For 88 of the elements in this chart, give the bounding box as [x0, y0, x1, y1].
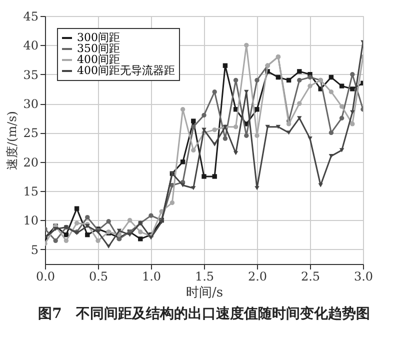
point: [254, 133, 260, 138]
x-tick-label: 1.0: [142, 270, 162, 284]
point: [202, 112, 206, 118]
y-tick-label: 5: [30, 242, 38, 257]
point: [318, 183, 323, 188]
x-axis-title: 时间/s: [186, 286, 224, 300]
point: [191, 124, 196, 130]
legend-label: 400间距无导流器距: [77, 64, 175, 77]
caption: 图7 不同间距及结构的出口速度值随时间变化趋势图: [38, 305, 370, 322]
y-tick-label: 30: [23, 97, 38, 112]
legend-label: 300间距: [77, 31, 120, 44]
x-tick-label: 1.5: [194, 270, 214, 284]
point: [191, 186, 196, 190]
point: [191, 118, 196, 124]
point: [308, 74, 312, 80]
x-tick-label: 2.5: [300, 270, 320, 284]
y-tick-label: 45: [23, 10, 38, 24]
point: [276, 124, 281, 129]
point: [308, 136, 312, 141]
point: [350, 86, 355, 92]
point: [85, 224, 90, 228]
y-tick-label: 25: [23, 126, 38, 140]
point: [74, 206, 80, 211]
x-tick-label: 0.5: [88, 270, 108, 284]
point: [308, 84, 312, 88]
point: [53, 226, 58, 232]
point: [191, 148, 196, 153]
point: [254, 78, 260, 83]
point: [233, 151, 238, 156]
point: [328, 74, 334, 80]
y-tick-label: 35: [23, 68, 38, 82]
point: [233, 124, 238, 130]
point: [202, 174, 206, 179]
y-tick-label: 40: [23, 38, 38, 53]
legend-label: 350间距: [77, 42, 120, 55]
x-tick-label: 0.0: [36, 270, 56, 284]
point: [170, 200, 175, 206]
point: [85, 214, 90, 220]
point: [64, 238, 69, 243]
point: [328, 154, 334, 158]
point: [350, 122, 355, 126]
point: [297, 78, 302, 83]
point: [286, 78, 292, 83]
point: [222, 63, 228, 68]
point: [254, 186, 260, 190]
point: [339, 104, 344, 109]
point: [106, 219, 111, 224]
point: [127, 218, 132, 223]
point: [212, 127, 217, 132]
point: [212, 142, 217, 146]
point: [212, 90, 217, 94]
y-tick-label: 15: [23, 184, 38, 199]
point: [85, 232, 90, 238]
point: [148, 213, 154, 218]
x-tick-label: 2.0: [248, 270, 268, 284]
point: [212, 174, 217, 179]
point: [297, 101, 302, 106]
point: [254, 107, 260, 112]
point: [244, 133, 249, 138]
point: [138, 236, 143, 242]
point: [180, 107, 186, 112]
point: [53, 238, 58, 243]
point: [297, 116, 302, 120]
point: [339, 116, 344, 120]
point: [180, 160, 186, 164]
point: [233, 78, 238, 83]
legend-label: 400间距: [77, 53, 120, 66]
point: [116, 228, 122, 233]
y-tick-label: 20: [23, 155, 38, 170]
point: [138, 230, 143, 234]
point: [265, 124, 270, 129]
y-axis-title: 速度/(m/s): [5, 111, 20, 170]
point: [297, 69, 302, 74]
point: [106, 244, 111, 249]
point: [286, 130, 292, 135]
point: [286, 122, 292, 126]
point: [328, 130, 334, 136]
point: [96, 238, 100, 243]
point: [244, 42, 249, 48]
x-tick-label: 3.0: [354, 270, 374, 284]
point: [350, 72, 355, 77]
point: [74, 220, 80, 226]
point: [276, 74, 281, 80]
point: [222, 136, 228, 141]
y-tick-label: 10: [23, 214, 38, 228]
point: [339, 84, 344, 88]
point: [328, 90, 334, 94]
point: [339, 148, 344, 152]
